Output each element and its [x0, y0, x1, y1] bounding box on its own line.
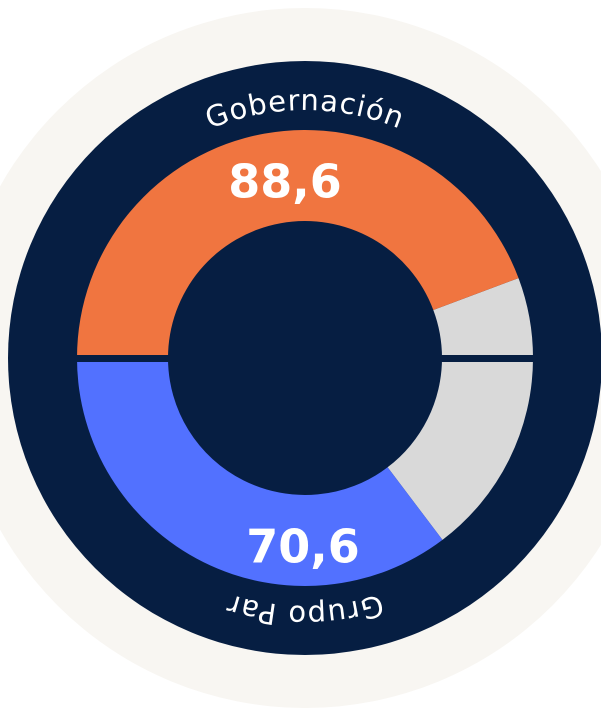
track — [433, 278, 533, 358]
track — [387, 358, 533, 540]
gauge-arc — [77, 129, 519, 358]
gauge-arc — [77, 358, 443, 586]
gauge-arcs — [77, 129, 533, 586]
separator — [70, 355, 540, 362]
value-label: 88,6 — [228, 155, 342, 209]
value-label: 70,6 — [246, 520, 360, 574]
